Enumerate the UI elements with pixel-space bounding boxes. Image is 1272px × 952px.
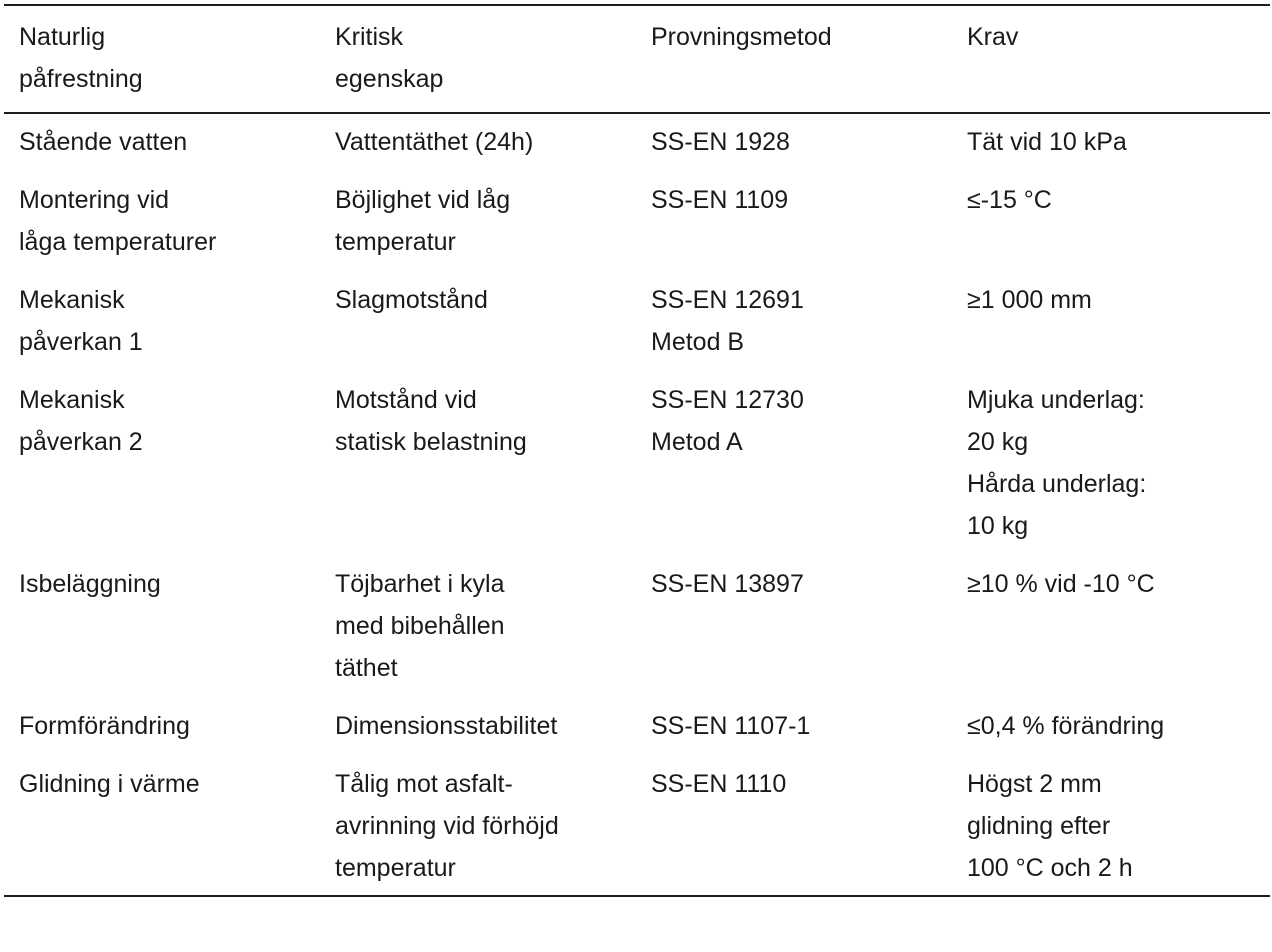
cell-requirement: Mjuka underlag: 20 kg Hårda underlag: 10…: [967, 386, 1147, 540]
table-body: Stående vatten Vattentäthet (24h) SS-EN …: [4, 113, 1270, 896]
cell-test-method: SS-EN 13897: [651, 570, 804, 598]
cell-requirement: ≥1 000 mm: [967, 286, 1092, 314]
cell-test-method: SS-EN 1107-1: [651, 712, 811, 740]
cell-critical-property: Tålig mot asfalt- avrinning vid förhöjd …: [335, 770, 559, 882]
cell-natural-stress: Mekanisk påverkan 2: [19, 386, 143, 456]
table-row: Mekanisk påverkan 2 Motstånd vid statisk…: [4, 372, 1270, 556]
header-row: Naturlig påfrestning Kritisk egenskap Pr…: [4, 5, 1270, 114]
cell-requirement: ≤-15 °C: [967, 186, 1052, 214]
table-row: Montering vid låga temperaturer Böjlighe…: [4, 172, 1270, 272]
cell-requirement: Tät vid 10 kPa: [967, 128, 1127, 156]
cell-natural-stress: Isbeläggning: [19, 570, 161, 598]
cell-natural-stress: Mekanisk påverkan 1: [19, 286, 143, 356]
cell-test-method: SS-EN 1110: [651, 770, 787, 798]
table-header: Naturlig påfrestning Kritisk egenskap Pr…: [4, 5, 1270, 114]
cell-critical-property: Vattentäthet (24h): [335, 128, 534, 156]
header-requirement: Krav: [952, 5, 1270, 114]
cell-natural-stress: Montering vid låga temperaturer: [19, 186, 217, 256]
cell-critical-property: Böjlighet vid låg temperatur: [335, 186, 511, 256]
table-row: Isbeläggning Töjbarhet i kyla med bibehå…: [4, 556, 1270, 698]
cell-requirement: ≤0,4 % förändring: [967, 712, 1165, 740]
table-row: Glidning i värme Tålig mot asfalt- avrin…: [4, 756, 1270, 896]
cell-critical-property: Motstånd vid statisk belastning: [335, 386, 527, 456]
cell-test-method: SS-EN 1928: [651, 128, 790, 156]
cell-natural-stress: Glidning i värme: [19, 770, 200, 798]
cell-critical-property: Töjbarhet i kyla med bibehållen täthet: [335, 570, 505, 682]
table-row: Mekanisk påverkan 1 Slagmotstånd SS-EN 1…: [4, 272, 1270, 372]
cell-requirement: Högst 2 mm glidning efter 100 °C och 2 h: [967, 770, 1133, 882]
cell-test-method: SS-EN 1109: [651, 186, 789, 214]
header-natural-stress: Naturlig påfrestning: [4, 5, 320, 114]
cell-natural-stress: Formförändring: [19, 712, 190, 740]
header-test-method: Provningsmetod: [636, 5, 952, 114]
cell-critical-property: Dimensionsstabilitet: [335, 712, 558, 740]
table-row: Stående vatten Vattentäthet (24h) SS-EN …: [4, 113, 1270, 172]
cell-requirement: ≥10 % vid -10 °C: [967, 570, 1155, 598]
cell-test-method: SS-EN 12730 Metod A: [651, 386, 804, 456]
cell-natural-stress: Stående vatten: [19, 128, 188, 156]
header-critical-property: Kritisk egenskap: [320, 5, 636, 114]
cell-test-method: SS-EN 12691 Metod B: [651, 286, 804, 356]
requirements-table: Naturlig påfrestning Kritisk egenskap Pr…: [4, 4, 1270, 897]
table-row: Formförändring Dimensionsstabilitet SS-E…: [4, 698, 1270, 756]
cell-critical-property: Slagmotstånd: [335, 286, 488, 314]
